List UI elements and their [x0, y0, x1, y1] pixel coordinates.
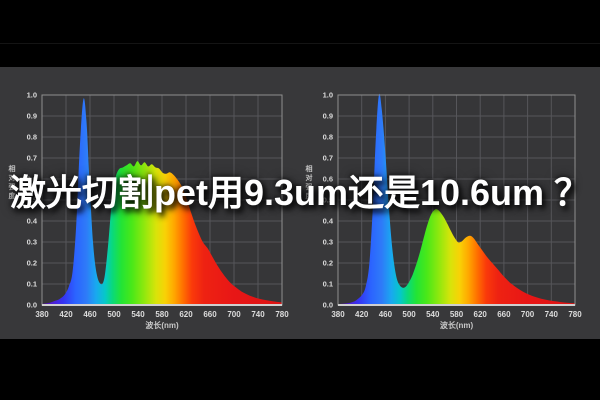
y-tick-label: 0.3: [27, 238, 37, 247]
y-tick-label: 0.8: [323, 133, 333, 142]
x-tick-label: 420: [355, 310, 369, 319]
spectrum-chart-right: 0.0 0.1 0.2 0.3 0.4 0.5 0.6 0.7 0.8 0.9 1.0 380 420 4…: [306, 91, 583, 331]
y-tick-label: 0.5: [323, 196, 333, 205]
y-tick-label: 1.0: [323, 91, 333, 100]
x-tick-label: 500: [107, 310, 121, 319]
letterbox-top: [0, 0, 600, 67]
x-tick-label: 740: [545, 310, 559, 319]
x-tick-label: 500: [402, 310, 416, 319]
y-tick-label: 0.9: [27, 112, 37, 121]
x-tick-label: 420: [59, 310, 73, 319]
overlay-title: 激光切割pet用9.3um还是10.6um ？: [9, 172, 591, 213]
y-tick-label: 0.1: [27, 280, 37, 289]
y-axis-title: 相对强度: [306, 164, 314, 200]
x-tick-label: 780: [275, 310, 289, 319]
charts-panel: 0.0 0.1 0.2 0.3 0.4 0.5 0.6 0.7 0.8 0.9 1.0 380 420 4…: [0, 67, 600, 339]
x-tick-label: 620: [474, 310, 488, 319]
y-tick-label: 0.4: [323, 217, 334, 226]
x-tick-label: 660: [497, 310, 511, 319]
spectrum-area: [42, 98, 282, 305]
x-tick-label: 700: [227, 310, 241, 319]
y-tick-label: 0.4: [27, 217, 38, 226]
y-tick-label: 0.3: [323, 238, 333, 247]
y-tick-label: 0.0: [27, 301, 37, 310]
y-tick-label: 0.8: [27, 133, 37, 142]
x-tick-label: 540: [426, 310, 440, 319]
y-axis-title: 相对强度: [9, 164, 17, 200]
y-tick-label: 0.0: [323, 301, 333, 310]
y-tick-label: 0.6: [27, 175, 37, 184]
x-tick-label: 540: [131, 310, 145, 319]
x-tick-label: 580: [155, 310, 169, 319]
x-tick-label: 780: [568, 310, 582, 319]
x-tick-label: 380: [35, 310, 49, 319]
letterbox-bottom: [0, 339, 600, 400]
x-tick-label: 580: [450, 310, 464, 319]
y-tick-label: 0.6: [323, 175, 333, 184]
y-tick-label: 0.2: [27, 259, 37, 268]
x-tick-label: 380: [331, 310, 345, 319]
y-tick-label: 0.5: [27, 196, 37, 205]
y-tick-label: 0.7: [27, 154, 37, 163]
y-tick-label: 0.9: [323, 112, 333, 121]
y-tick-label: 1.0: [27, 91, 37, 100]
letterbox-divider: [0, 43, 600, 44]
x-axis-title: 波长(nm): [145, 320, 179, 330]
x-tick-label: 740: [251, 310, 265, 319]
x-tick-label: 460: [83, 310, 97, 319]
y-tick-label: 0.1: [323, 280, 333, 289]
x-tick-label: 620: [179, 310, 193, 319]
spectrum-area: [338, 93, 575, 305]
x-tick-label: 660: [203, 310, 217, 319]
x-tick-label: 700: [521, 310, 535, 319]
y-tick-label: 0.7: [323, 154, 333, 163]
x-axis-title: 波长(nm): [440, 320, 474, 330]
x-tick-label: 460: [379, 310, 393, 319]
y-tick-label: 0.2: [323, 259, 333, 268]
spectrum-chart-left: 0.0 0.1 0.2 0.3 0.4 0.5 0.6 0.7 0.8 0.9 1.0 380 420 4…: [9, 91, 290, 331]
